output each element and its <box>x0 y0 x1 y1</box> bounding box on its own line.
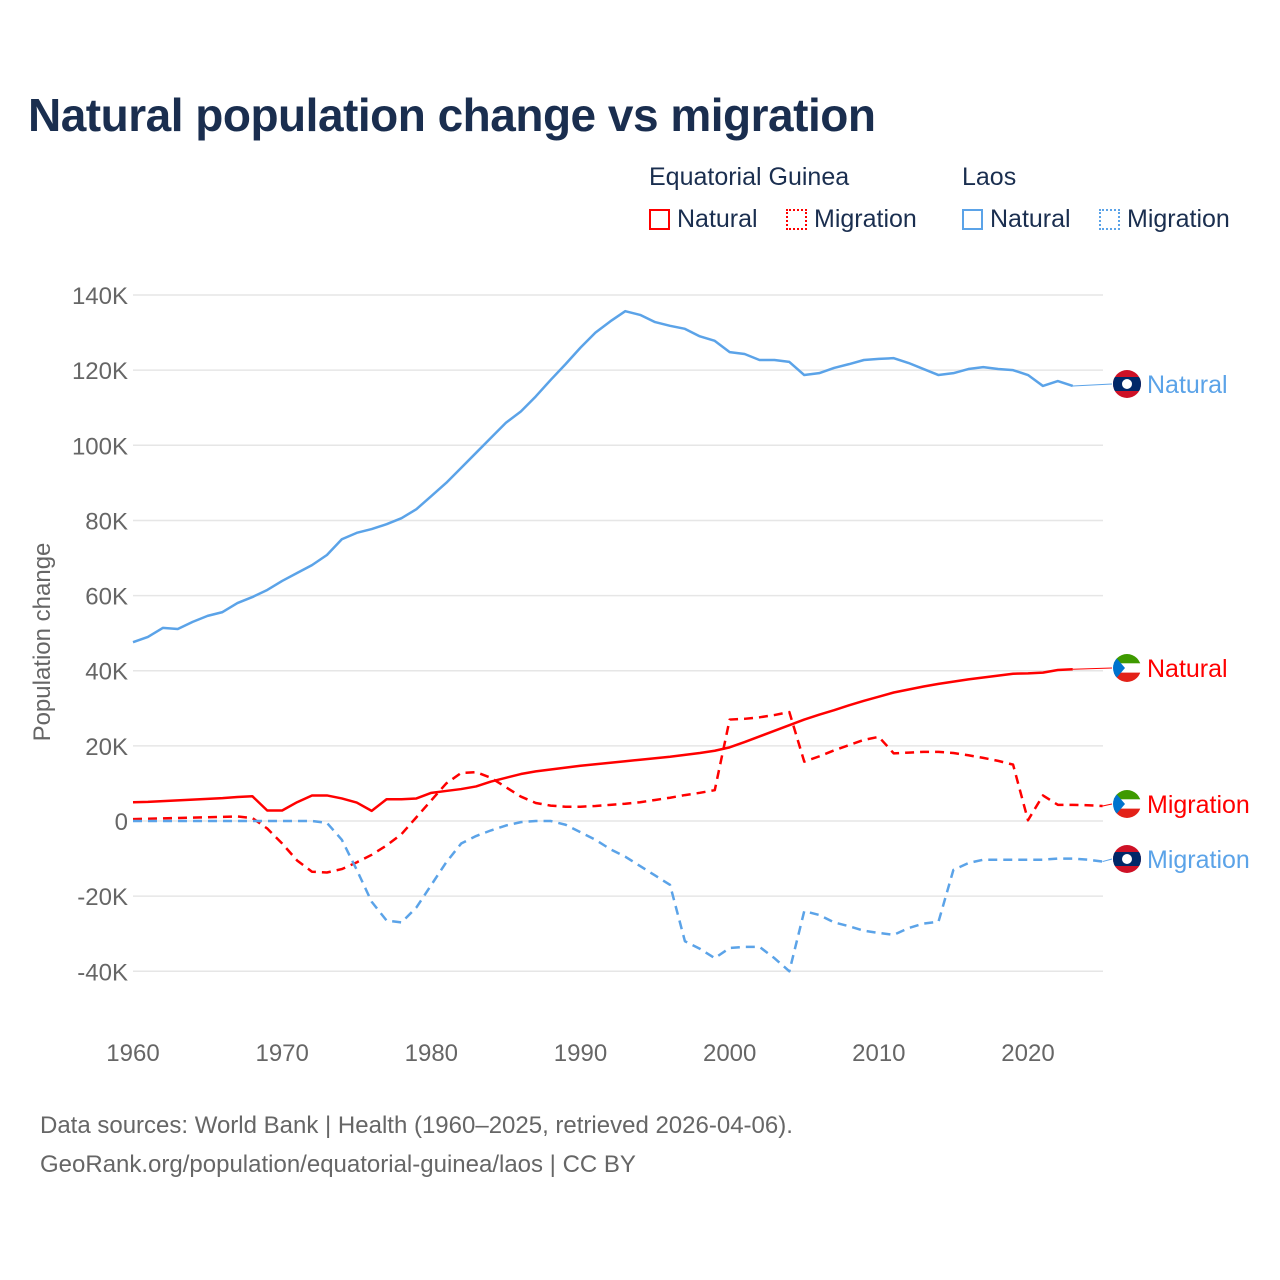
legend-item-eg-natural[interactable]: Natural <box>649 205 758 234</box>
y-tick-label: -20K <box>77 884 128 911</box>
dotted-swatch-icon <box>1099 209 1120 230</box>
legend-label: Migration <box>814 205 917 233</box>
laos-flag-icon <box>1113 370 1141 398</box>
flag-triangle <box>1113 790 1125 818</box>
flag-white <box>1113 799 1141 809</box>
x-tick-label: 2010 <box>852 1040 905 1067</box>
connector-line <box>1102 803 1113 807</box>
connector-line <box>1072 383 1113 387</box>
series-line-laos-natural <box>132 309 1074 644</box>
flag-red <box>1113 672 1141 682</box>
series-line-laos-migration <box>133 819 1103 973</box>
flag-triangle <box>1113 654 1125 682</box>
equatorial-guinea-flag-icon <box>1113 654 1141 682</box>
flag-body <box>1113 370 1141 398</box>
y-tick-label: 80K <box>85 508 128 535</box>
laos-flag-icon <box>1113 845 1141 873</box>
flag-body <box>1113 654 1141 682</box>
series-lines <box>132 309 1113 973</box>
y-axis-label: Population change <box>29 543 56 742</box>
solid-swatch-icon <box>649 209 670 230</box>
end-label-laos-migration: Migration <box>1147 846 1250 874</box>
end-label-equatorial-guinea-natural: Natural <box>1147 655 1228 683</box>
flag-white <box>1113 663 1141 673</box>
y-tick-label: 100K <box>72 433 128 460</box>
footer: Data sources: World Bank | Health (1960–… <box>40 1106 793 1184</box>
x-tick-label: 1980 <box>405 1040 458 1067</box>
y-tick-label: 140K <box>72 283 128 310</box>
connector-line <box>1072 667 1113 670</box>
y-tick-label: 120K <box>72 358 128 385</box>
flag-red <box>1113 808 1141 818</box>
dotted-swatch-icon <box>786 209 807 230</box>
connector-line <box>1102 858 1113 863</box>
end-labels: Natural Natural Migration Migration <box>1113 370 1250 874</box>
flag-green <box>1113 790 1141 800</box>
x-tick-label: 2020 <box>1001 1040 1054 1067</box>
grid-lines <box>133 294 1103 973</box>
flag-moon <box>1122 854 1132 864</box>
chart-title: Natural population change vs migration <box>28 89 876 141</box>
x-tick-label: 1990 <box>554 1040 607 1067</box>
flag-green <box>1113 654 1141 664</box>
legend-label: Natural <box>990 205 1071 233</box>
y-tick-label: 40K <box>85 659 128 686</box>
x-axis-ticks: 1960 1970 1980 1990 2000 2010 2020 <box>106 1040 1054 1067</box>
equatorial-guinea-flag-icon <box>1113 790 1141 818</box>
legend-label: Natural <box>677 205 758 233</box>
y-axis-ticks: -40K -20K 0 20K 40K 60K 80K 100K 120K 140K <box>72 283 128 986</box>
legend-item-laos-migration[interactable]: Migration <box>1099 205 1230 234</box>
series-line-equatorial-guinea-natural <box>132 667 1073 813</box>
flag-moon <box>1122 379 1132 389</box>
x-tick-label: 1960 <box>106 1040 159 1067</box>
footer-link[interactable]: GeoRank.org/population/equatorial-guinea… <box>40 1151 636 1178</box>
flag-body <box>1113 790 1141 818</box>
end-label-laos-natural: Natural <box>1147 371 1228 399</box>
series-line-equatorial-guinea-migration <box>132 710 1103 874</box>
solid-swatch-icon <box>962 209 983 230</box>
legend-item-laos-natural[interactable]: Natural <box>962 205 1071 234</box>
y-tick-label: -40K <box>77 959 128 986</box>
flag-body <box>1113 845 1141 873</box>
legend-label: Migration <box>1127 205 1230 233</box>
x-tick-label: 2000 <box>703 1040 756 1067</box>
footer-sources: Data sources: World Bank | Health (1960–… <box>40 1112 793 1139</box>
end-label-equatorial-guinea-migration: Migration <box>1147 791 1250 819</box>
y-tick-label: 60K <box>85 584 128 611</box>
y-tick-label: 0 <box>115 809 128 836</box>
legend-group-title: Laos <box>962 163 1017 191</box>
legend-item-eg-migration[interactable]: Migration <box>786 205 917 234</box>
y-tick-label: 20K <box>85 734 128 761</box>
x-tick-label: 1970 <box>255 1040 308 1067</box>
legend-group-title: Equatorial Guinea <box>649 163 850 191</box>
